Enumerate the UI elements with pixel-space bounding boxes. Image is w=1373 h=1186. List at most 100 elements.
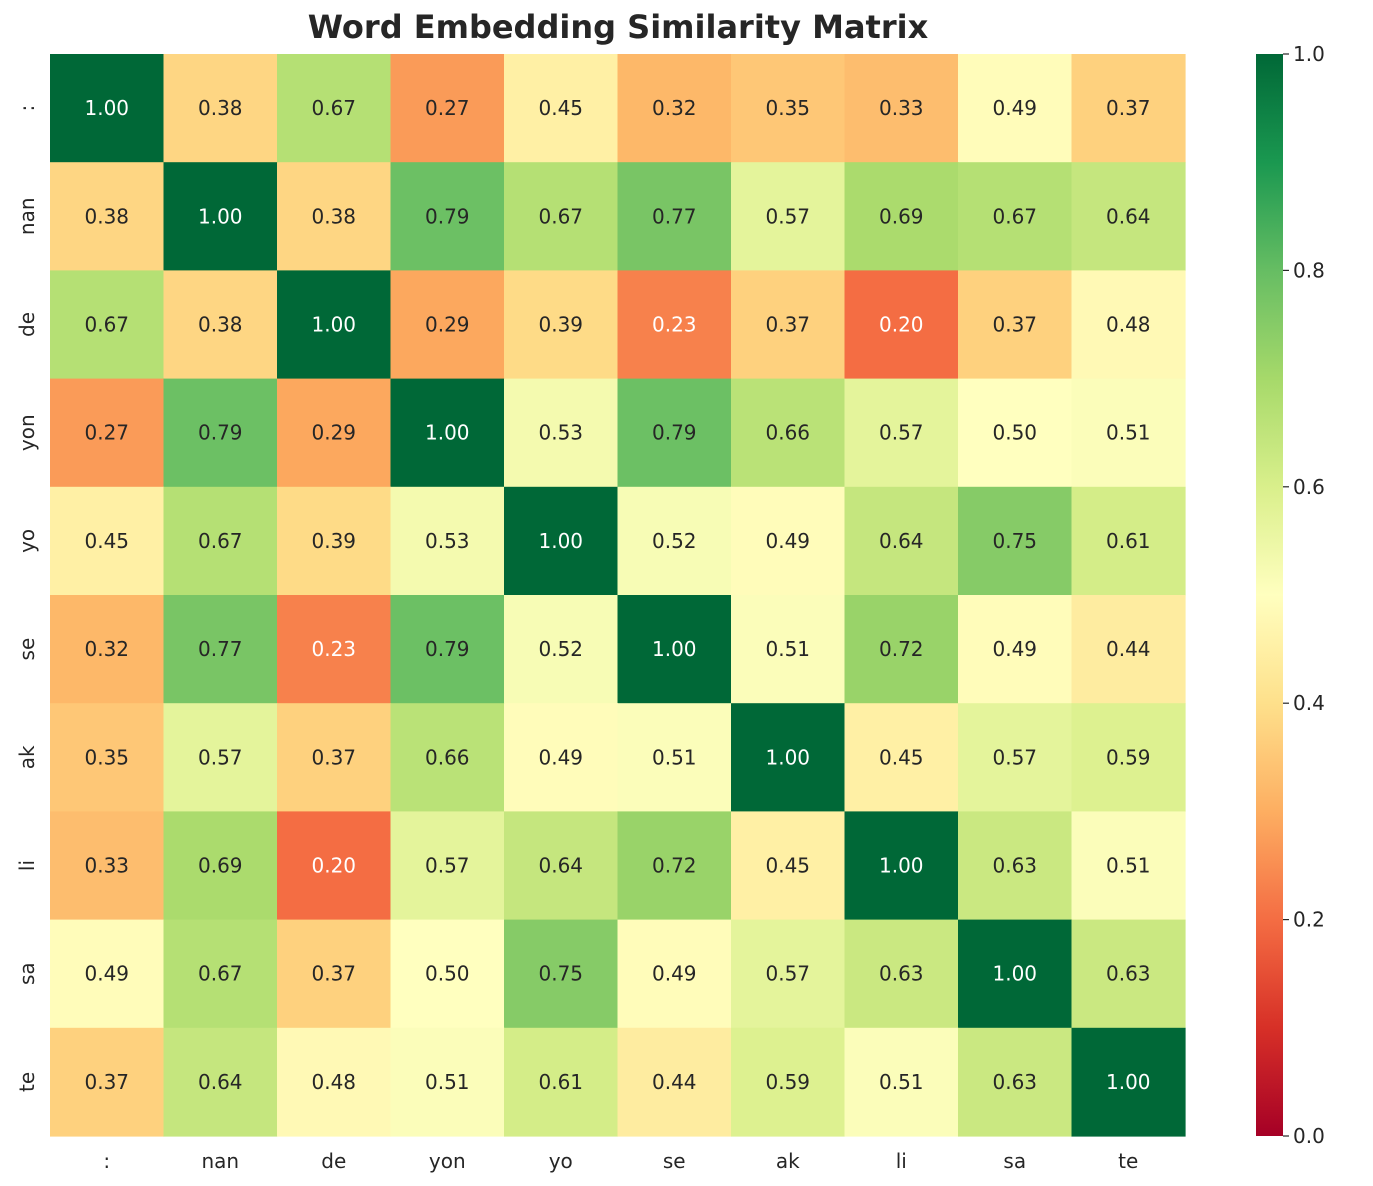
heatmap-cell: [958, 486, 1073, 596]
colorbar-tick-label: 0.0: [1293, 1124, 1325, 1148]
chart-title: Word Embedding Similarity Matrix: [307, 8, 929, 46]
heatmap-cell: [504, 162, 619, 271]
cell-value-label: 1.00: [879, 854, 924, 878]
cell-value-label: 0.37: [765, 313, 810, 337]
cell-value-label: 0.38: [198, 313, 243, 337]
cell-value-label: 0.79: [652, 421, 697, 445]
cell-value-label: 0.64: [879, 529, 924, 553]
cell-value-label: 0.35: [84, 745, 129, 769]
heatmap-cell: [163, 486, 278, 596]
heatmap-cell: [163, 811, 278, 921]
heatmap-cell: [163, 595, 278, 704]
cell-value-label: 0.49: [992, 96, 1037, 120]
heatmap-cell: [504, 270, 619, 380]
heatmap-cell: [163, 919, 278, 1029]
heatmap-cell: [50, 162, 165, 271]
heatmap-cell: [277, 703, 392, 812]
heatmap-cell: [617, 162, 732, 271]
cell-value-label: 0.77: [652, 204, 697, 228]
colorbar: [1256, 54, 1283, 1136]
heatmap-cell: [731, 595, 846, 704]
heatmap-cell: [277, 919, 392, 1029]
x-tick-label: yon: [429, 1149, 466, 1173]
cell-value-label: 0.72: [879, 637, 924, 661]
heatmap-cell: [390, 378, 505, 488]
cell-value-label: 0.79: [425, 204, 470, 228]
cell-value-label: 0.39: [311, 529, 356, 553]
heatmap-cell: [617, 595, 732, 704]
heatmap-cell: [390, 919, 505, 1029]
heatmap-cell: [958, 703, 1073, 812]
heatmap-cell: [1071, 703, 1186, 812]
cell-value-label: 0.39: [538, 313, 583, 337]
cell-value-label: 0.72: [652, 854, 697, 878]
y-tick-label: yo: [15, 529, 39, 553]
heatmap-cell: [504, 811, 619, 921]
cell-value-label: 0.32: [84, 637, 129, 661]
cell-value-label: 0.27: [84, 421, 129, 445]
cell-value-label: 0.51: [1106, 421, 1151, 445]
cell-value-label: 0.44: [1106, 637, 1151, 661]
cell-value-label: 0.66: [425, 745, 470, 769]
heatmap-cell: [163, 378, 278, 488]
cell-value-label: 0.37: [311, 745, 356, 769]
x-tick-label: ak: [776, 1149, 800, 1173]
heatmap-cell: [390, 811, 505, 921]
heatmap-cell: [390, 1027, 505, 1137]
heatmap-cell: [1071, 162, 1186, 271]
heatmap-cell: [50, 811, 165, 921]
cell-value-label: 0.63: [1106, 962, 1151, 986]
heatmap-cell: [617, 811, 732, 921]
heatmap-cell: [277, 162, 392, 271]
cell-value-label: 0.23: [652, 313, 697, 337]
heatmap-cell: [1071, 486, 1186, 596]
heatmap-cell: [731, 811, 846, 921]
cell-value-label: 0.63: [992, 854, 1037, 878]
cell-value-label: 0.23: [311, 637, 356, 661]
heatmap-cell: [1071, 811, 1186, 921]
cell-value-label: 0.64: [1106, 204, 1151, 228]
heatmap-cell: [390, 162, 505, 271]
heatmap-cell: [50, 703, 165, 812]
cell-value-label: 0.77: [198, 637, 243, 661]
heatmap-cell: [958, 378, 1073, 488]
x-tick-label: sa: [1003, 1149, 1026, 1173]
cell-value-label: 0.51: [425, 1070, 470, 1094]
cell-value-label: 0.37: [311, 962, 356, 986]
cell-value-label: 0.20: [879, 313, 924, 337]
cell-value-label: 0.35: [765, 96, 810, 120]
cell-value-label: 0.57: [992, 745, 1037, 769]
heatmap-cell: [50, 270, 165, 380]
heatmap-cell: [504, 486, 619, 596]
y-tick-label: sa: [15, 962, 39, 985]
heatmap-cell: [958, 811, 1073, 921]
y-tick-label: te: [15, 1072, 39, 1092]
heatmap-cell: [504, 595, 619, 704]
cell-value-label: 0.67: [198, 962, 243, 986]
cell-value-label: 0.64: [198, 1070, 243, 1094]
heatmap-cell: [617, 919, 732, 1029]
cell-value-label: 0.33: [879, 96, 924, 120]
cell-value-label: 0.33: [84, 854, 129, 878]
heatmap-cell: [277, 378, 392, 488]
heatmap-cell: [844, 703, 959, 812]
cell-value-label: 0.45: [84, 529, 129, 553]
colorbar-tick-label: 1.0: [1293, 42, 1325, 66]
y-tick-label: ak: [15, 745, 39, 769]
heatmap-cell: [504, 1027, 619, 1137]
x-tick-label: yo: [549, 1149, 573, 1173]
colorbar-tick-label: 0.8: [1293, 258, 1325, 282]
cell-value-label: 0.67: [311, 96, 356, 120]
y-tick-label: yon: [15, 414, 39, 451]
y-tick-label: li: [15, 860, 39, 871]
heatmap-cell: [390, 54, 505, 163]
heatmap-cell: [277, 811, 392, 921]
cell-value-label: 0.57: [765, 204, 810, 228]
cell-value-label: 0.75: [992, 529, 1037, 553]
colorbar-tick-label: 0.2: [1293, 908, 1325, 932]
cell-value-label: 0.51: [879, 1070, 924, 1094]
cell-value-label: 0.29: [311, 421, 356, 445]
heatmap-cell: [617, 486, 732, 596]
x-tick-label: nan: [201, 1149, 239, 1173]
